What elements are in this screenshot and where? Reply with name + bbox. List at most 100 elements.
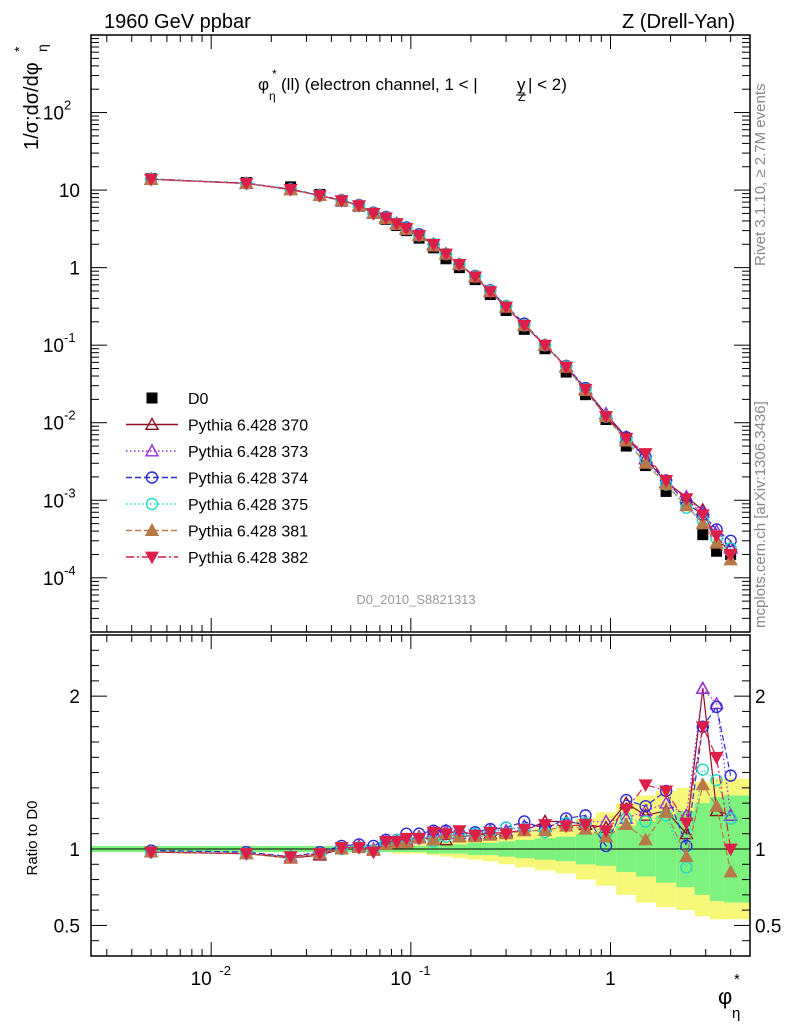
ratio-point: [537, 819, 553, 832]
series-pythia-6-428-370: [143, 171, 738, 553]
main-y-axis-label: 1/σ;dσ/dφ η *: [11, 44, 50, 150]
ratio-point: [679, 826, 694, 840]
svg-text:1/σ;dσ/dφ: 1/σ;dσ/dφ: [21, 62, 43, 150]
legend-label: Pythia 6.428 370: [188, 418, 308, 435]
data-point: [695, 516, 710, 530]
svg-text:*: *: [734, 971, 740, 988]
ratio-point: [679, 849, 694, 863]
data-point: [724, 534, 737, 548]
legend-marker: [144, 523, 160, 536]
legend-item: Pythia 6.428 382: [126, 550, 308, 567]
legend-marker: [144, 551, 160, 565]
ratio-point: [438, 828, 454, 841]
data-point: [559, 361, 574, 375]
legend-item: Pythia 6.428 375: [126, 497, 308, 514]
svg-text:y: y: [517, 75, 526, 94]
legend-marker: [146, 392, 158, 404]
ratio-point: [366, 846, 381, 860]
x-tick-label-exponent: -1: [419, 963, 431, 978]
plot-title: φ η * (ll) (electron channel, 1 < | y Z …: [258, 67, 567, 104]
data-point: [619, 432, 634, 446]
ratio-y-tick-label-right: 1: [755, 840, 766, 861]
ratio-point: [426, 826, 441, 840]
data-point: [638, 448, 653, 461]
ratio-point: [438, 832, 454, 846]
svg-text:φ: φ: [718, 984, 732, 1009]
data-point: [517, 319, 532, 333]
data-point: [412, 230, 427, 243]
ratio-point: [399, 832, 414, 846]
legend: D0 Pythia 6.428 370 Pythia 6.428 373 Pythia…: [126, 391, 308, 567]
rivet-label: Rivet 3.1.10, ≥ 2.7M events: [752, 84, 769, 267]
data-point: [144, 173, 159, 187]
y-tick-label: 10: [43, 104, 64, 125]
y-tick-label: 1: [69, 259, 80, 280]
y-tick-label-exponent: -3: [64, 485, 76, 500]
data-point: [695, 509, 710, 522]
ratio-point: [696, 763, 709, 776]
data-point: [366, 208, 381, 221]
x-tick-label: 10: [191, 969, 212, 990]
data-point: [578, 383, 593, 397]
y-tick-label: 10: [43, 491, 64, 512]
legend-item: Pythia 6.428 370: [126, 417, 308, 435]
x-tick-label-exponent: -2: [219, 963, 231, 978]
y-tick-label-exponent: -4: [64, 563, 76, 578]
series-line: [151, 178, 732, 549]
data-point: [660, 485, 672, 497]
data-point: [351, 200, 367, 213]
ratio-point: [679, 817, 694, 831]
ratio-y-axis-label: Ratio to D0: [24, 800, 41, 875]
ratio-point: [619, 803, 634, 817]
ratio-point: [351, 842, 367, 855]
ratio-point: [412, 832, 427, 846]
svg-text:η: η: [732, 1005, 740, 1022]
ratio-point: [709, 696, 724, 710]
data-point: [723, 549, 738, 562]
ratio-point: [638, 807, 653, 821]
ratio-point: [638, 779, 653, 793]
mcplots-label: mcplots.cern.ch [arXiv:1306.3436]: [752, 401, 769, 628]
ratio-point: [483, 826, 498, 840]
y-tick-label: 10: [43, 414, 64, 435]
data-point: [659, 475, 674, 488]
legend-label: D0: [188, 391, 209, 408]
svg-text:(ll) (electron channel, 1 < |: (ll) (electron channel, 1 < |: [281, 75, 478, 94]
svg-text:φ: φ: [258, 75, 269, 94]
series-pythia-6-428-382: [144, 173, 738, 562]
ratio-point: [578, 819, 593, 832]
ratio-panel-frame: [90, 634, 751, 957]
data-point: [709, 530, 724, 543]
analysis-id: D0_2010_S8821313: [356, 592, 475, 607]
ratio-point: [658, 804, 674, 818]
ratio-point: [517, 823, 532, 837]
ratio-point: [499, 828, 514, 841]
ratio-series-pythia-6-428-382: [144, 721, 738, 864]
svg-text:η: η: [34, 44, 50, 52]
ratio-point: [639, 800, 652, 813]
y-tick-label: 10: [59, 181, 80, 202]
ratio-point: [724, 769, 737, 782]
ratio-y-tick-label: 1: [69, 840, 80, 861]
legend-label: Pythia 6.428 373: [188, 444, 308, 461]
ratio-point: [710, 774, 723, 787]
ratio-point: [468, 829, 483, 843]
data-point: [452, 259, 467, 272]
ratio-point: [695, 681, 710, 694]
ratio-point: [723, 864, 738, 878]
header-right: Z (Drell-Yan): [622, 11, 735, 33]
ratio-point: [659, 785, 674, 799]
ratio-point: [312, 848, 327, 861]
data-point: [483, 286, 498, 299]
data-point: [426, 238, 441, 252]
legend-label: Pythia 6.428 374: [188, 471, 308, 488]
ratio-point: [239, 848, 254, 861]
data-point: [711, 545, 723, 557]
legend-item: Pythia 6.428 373: [126, 443, 308, 461]
data-point: [638, 455, 653, 469]
data-point: [679, 493, 694, 506]
ratio-y-tick-label: 0.5: [54, 916, 80, 937]
ratio-point: [638, 832, 653, 846]
data-point: [378, 212, 393, 225]
